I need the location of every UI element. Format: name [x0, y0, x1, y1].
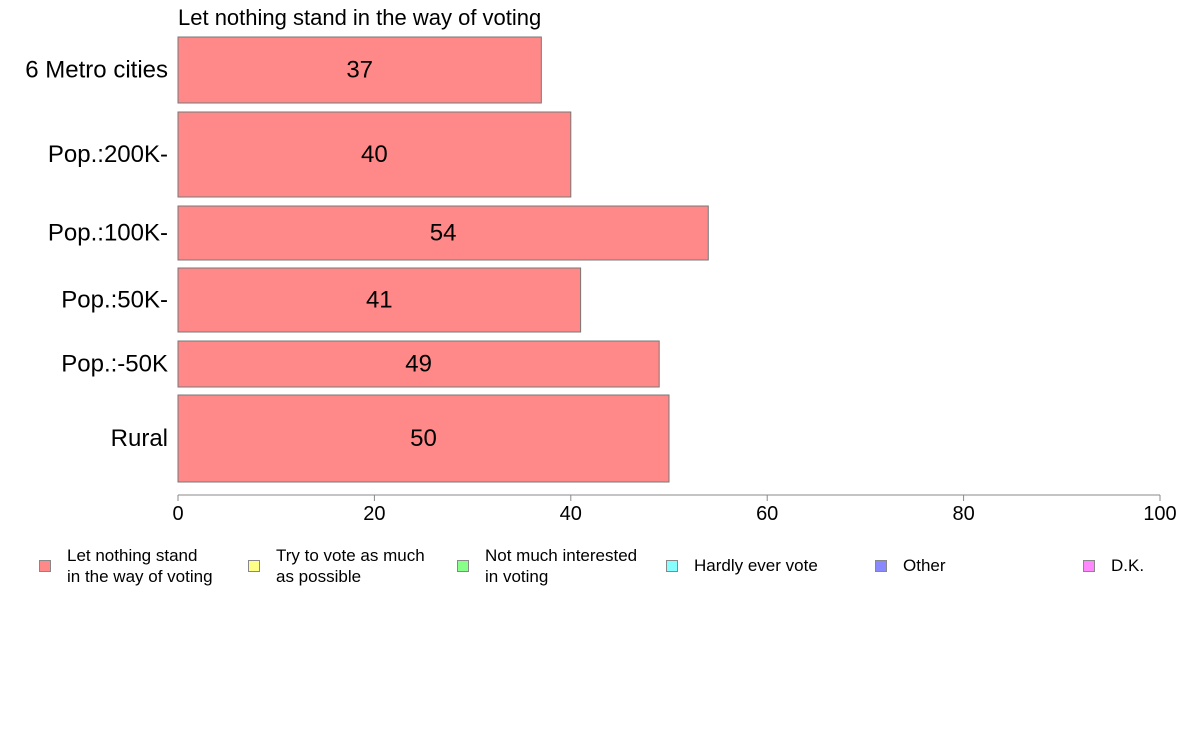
bar: [177, 340, 660, 388]
bar: [177, 36, 542, 104]
bar: [177, 394, 670, 483]
bar: [177, 111, 572, 198]
bar-value-label: 41: [366, 287, 393, 314]
bar-value-label: 50: [410, 425, 437, 452]
category-label: 6 Metro cities: [25, 57, 168, 84]
legend: Let nothing stand in the way of voting Tr…: [0, 545, 1188, 595]
bar-chart: 37 6 Metro cities 40 Pop.:200K- 54 Pop.:100K-…: [25, 36, 1177, 525]
legend-item-try-to-vote: Try to vote as much as possible: [248, 545, 446, 587]
legend-swatch: [39, 560, 51, 572]
chart-title: Let nothing stand in the way of voting: [178, 5, 542, 30]
x-tick-label: 60: [756, 503, 778, 525]
legend-label: Try to vote as much as possible: [276, 546, 425, 586]
category-label: Pop.:200K-: [48, 141, 168, 168]
bar: [177, 205, 709, 261]
bar-value-label: 49: [405, 351, 432, 378]
legend-item-hardly-ever-vote: Hardly ever vote: [666, 555, 864, 576]
legend-label: Let nothing stand in the way of voting: [67, 546, 213, 586]
legend-swatch: [875, 559, 887, 572]
legend-label: Hardly ever vote: [694, 556, 818, 575]
legend-swatch: [666, 559, 678, 572]
bar-value-label: 37: [346, 57, 373, 84]
legend-label: Other: [903, 556, 946, 575]
legend-swatch: [248, 560, 260, 572]
bar: [177, 267, 582, 333]
legend-item-other: Other: [875, 555, 1073, 576]
category-label: Pop.:50K-: [61, 287, 168, 314]
legend-item-not-much-interested: Not much interested in voting: [457, 545, 655, 587]
category-label: Pop.:-50K: [61, 351, 168, 378]
bar-value-label: 40: [361, 141, 388, 168]
x-tick-label: 100: [1143, 503, 1176, 525]
x-tick-label: 80: [952, 503, 974, 525]
legend-swatch: [1083, 559, 1095, 572]
legend-label: Not much interested in voting: [485, 546, 638, 586]
category-label: Rural: [111, 425, 168, 452]
bar-value-label: 54: [430, 220, 457, 247]
x-tick-label: 20: [363, 503, 385, 525]
legend-swatch: [457, 560, 469, 572]
legend-item-dk: D.K.: [1083, 555, 1188, 576]
legend-label: D.K.: [1111, 556, 1145, 575]
category-label: Pop.:100K-: [48, 220, 168, 247]
legend-item-let-nothing-stand: Let nothing stand in the way of voting: [39, 545, 237, 587]
x-tick-label: 0: [172, 503, 183, 525]
x-tick-label: 40: [560, 503, 582, 525]
